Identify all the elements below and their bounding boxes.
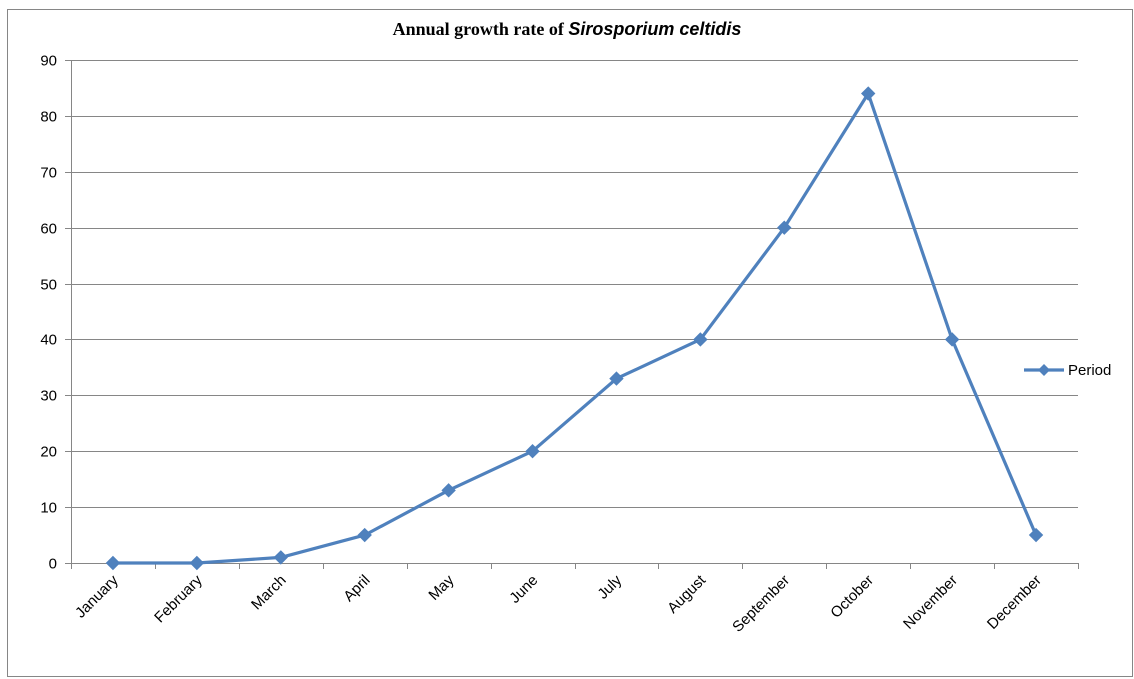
x-tick-label: October: [827, 572, 877, 622]
x-tick-label: September: [729, 572, 793, 636]
x-axis-ticks: January February March April May June July Augu…: [72, 563, 1079, 636]
y-tick-label: 60: [40, 221, 57, 238]
x-tick-label: November: [900, 572, 961, 633]
data-point: [106, 557, 119, 570]
x-tick-label: May: [425, 571, 457, 603]
data-point: [946, 333, 959, 346]
legend-label: Period: [1068, 362, 1111, 379]
x-tick-label: February: [151, 571, 206, 626]
data-point: [358, 529, 371, 542]
y-tick-label: 10: [40, 500, 57, 517]
data-point: [190, 557, 203, 570]
x-tick-label: June: [506, 572, 541, 607]
legend-marker: [1038, 364, 1050, 376]
x-tick-label: January: [72, 571, 122, 621]
gridlines: [71, 61, 1078, 508]
data-point: [1030, 529, 1043, 542]
data-point: [274, 551, 287, 564]
y-tick-label: 30: [40, 388, 57, 405]
y-tick-label: 80: [40, 109, 57, 126]
legend: Period: [1024, 362, 1111, 379]
series-group: [106, 87, 1042, 569]
x-tick-label: December: [984, 572, 1045, 633]
y-tick-label: 70: [40, 165, 57, 182]
series-line: [113, 94, 1036, 564]
x-tick-label: March: [248, 572, 289, 613]
y-tick-label: 50: [40, 277, 57, 294]
y-axis-ticks: 0 10 20 30 40 50 60 70 80 90: [40, 53, 71, 573]
y-tick-label: 0: [49, 556, 57, 573]
data-point: [442, 484, 455, 497]
x-tick-label: August: [664, 571, 710, 617]
y-tick-label: 40: [40, 332, 57, 349]
y-tick-label: 20: [40, 444, 57, 461]
x-tick-label: April: [340, 572, 373, 605]
x-tick-label: July: [594, 571, 625, 602]
axes: [71, 60, 1078, 564]
y-tick-label: 90: [40, 53, 57, 70]
